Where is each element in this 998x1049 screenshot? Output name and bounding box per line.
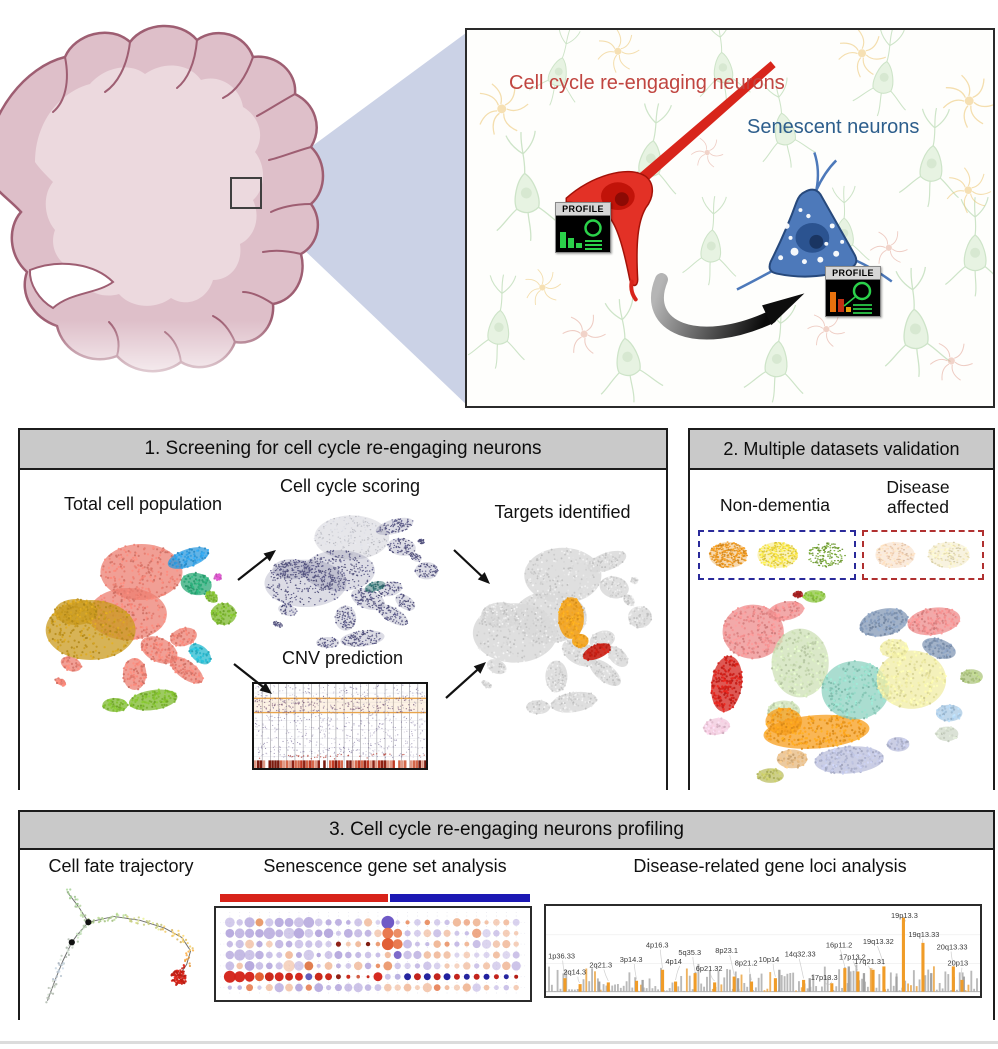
cnv-heatmap bbox=[252, 682, 428, 770]
transition-arrow bbox=[651, 273, 805, 340]
flow-arrows bbox=[233, 549, 490, 699]
disease-affected-dashed-box bbox=[862, 530, 984, 580]
umap-validation bbox=[694, 588, 990, 786]
umap-total-cell-population bbox=[32, 522, 247, 722]
panel-validation: 2. Multiple datasets validation Non-deme… bbox=[688, 428, 995, 790]
panel1-title: 1. Screening for cell cycle re-engaging … bbox=[144, 438, 542, 459]
umap-targets-identified bbox=[460, 526, 662, 724]
senescence-granules bbox=[778, 208, 845, 265]
neuropil-background bbox=[467, 30, 993, 403]
label-targets-identified: Targets identified bbox=[494, 502, 631, 522]
mini-umaps-non-dementia bbox=[700, 532, 854, 578]
label-disease-affected: Disease affected bbox=[886, 477, 950, 517]
panel1-header: 1. Screening for cell cycle re-engaging … bbox=[20, 430, 666, 470]
profile-title: PROFILE bbox=[826, 267, 880, 280]
profile-card-blue: PROFILE bbox=[825, 266, 881, 317]
panel3-header: 3. Cell cycle re-engaging neurons profil… bbox=[20, 812, 993, 850]
label-senescence-analysis: Senescence gene set analysis bbox=[263, 856, 507, 876]
manhattan-box: 1p36.33 2q14.3 2q21.3 3p14.3 4p16.3 4p14 5q35.… bbox=[544, 904, 982, 998]
profile-chart-icon bbox=[556, 216, 608, 252]
red-neuron bbox=[565, 61, 776, 302]
brain-ventricle bbox=[28, 262, 115, 310]
label-non-dementia: Non-dementia bbox=[720, 495, 830, 515]
profile-title: PROFILE bbox=[556, 203, 610, 216]
mini-umaps-disease-affected bbox=[864, 532, 982, 578]
trajectory-plot bbox=[28, 882, 213, 1016]
label-total-cell-population: Total cell population bbox=[63, 494, 223, 514]
panel-profiling: 3. Cell cycle re-engaging neurons profil… bbox=[18, 810, 995, 1020]
senescence-dotplot bbox=[216, 908, 530, 1000]
panel2-title: 2. Multiple datasets validation bbox=[723, 438, 960, 459]
panel2-header: 2. Multiple datasets validation bbox=[690, 430, 993, 470]
gene-loci-manhattan: 1p36.33 2q14.3 2q21.3 3p14.3 4p16.3 4p14 5q35.… bbox=[546, 906, 980, 996]
panel3-title: 3. Cell cycle re-engaging neurons profil… bbox=[329, 819, 684, 840]
zoom-beam bbox=[258, 30, 470, 408]
zoom-region-square bbox=[230, 177, 262, 209]
label-cell-fate-trajectory: Cell fate trajectory bbox=[48, 856, 194, 876]
profile-chart-icon bbox=[826, 280, 878, 316]
dotplot-group-red bbox=[220, 894, 388, 902]
neuron-illustrations bbox=[565, 61, 893, 340]
brain-illustration bbox=[0, 24, 470, 408]
label-senescent-neurons: Senescent neurons bbox=[747, 116, 920, 138]
non-dementia-dashed-box bbox=[698, 530, 856, 580]
label-cell-cycle-neurons: Cell cycle re-engaging neurons bbox=[509, 72, 785, 94]
figure-bottom-edge bbox=[0, 1041, 998, 1044]
blue-neuron bbox=[736, 152, 893, 291]
zoom-panel: Cell cycle re-engaging neurons Senescent… bbox=[465, 28, 995, 408]
dotplot-box bbox=[214, 906, 532, 1002]
label-loci-analysis: Disease-related gene loci analysis bbox=[633, 856, 907, 876]
umap-cell-cycle-scoring bbox=[252, 498, 448, 656]
brain-fade bbox=[0, 320, 360, 410]
label-cell-cycle-scoring: Cell cycle scoring bbox=[279, 476, 421, 496]
profile-card-red: PROFILE bbox=[555, 202, 611, 253]
label-cnv-prediction: CNV prediction bbox=[281, 648, 404, 668]
dotplot-group-blue bbox=[390, 894, 530, 902]
panel-screening: 1. Screening for cell cycle re-engaging … bbox=[18, 428, 668, 790]
